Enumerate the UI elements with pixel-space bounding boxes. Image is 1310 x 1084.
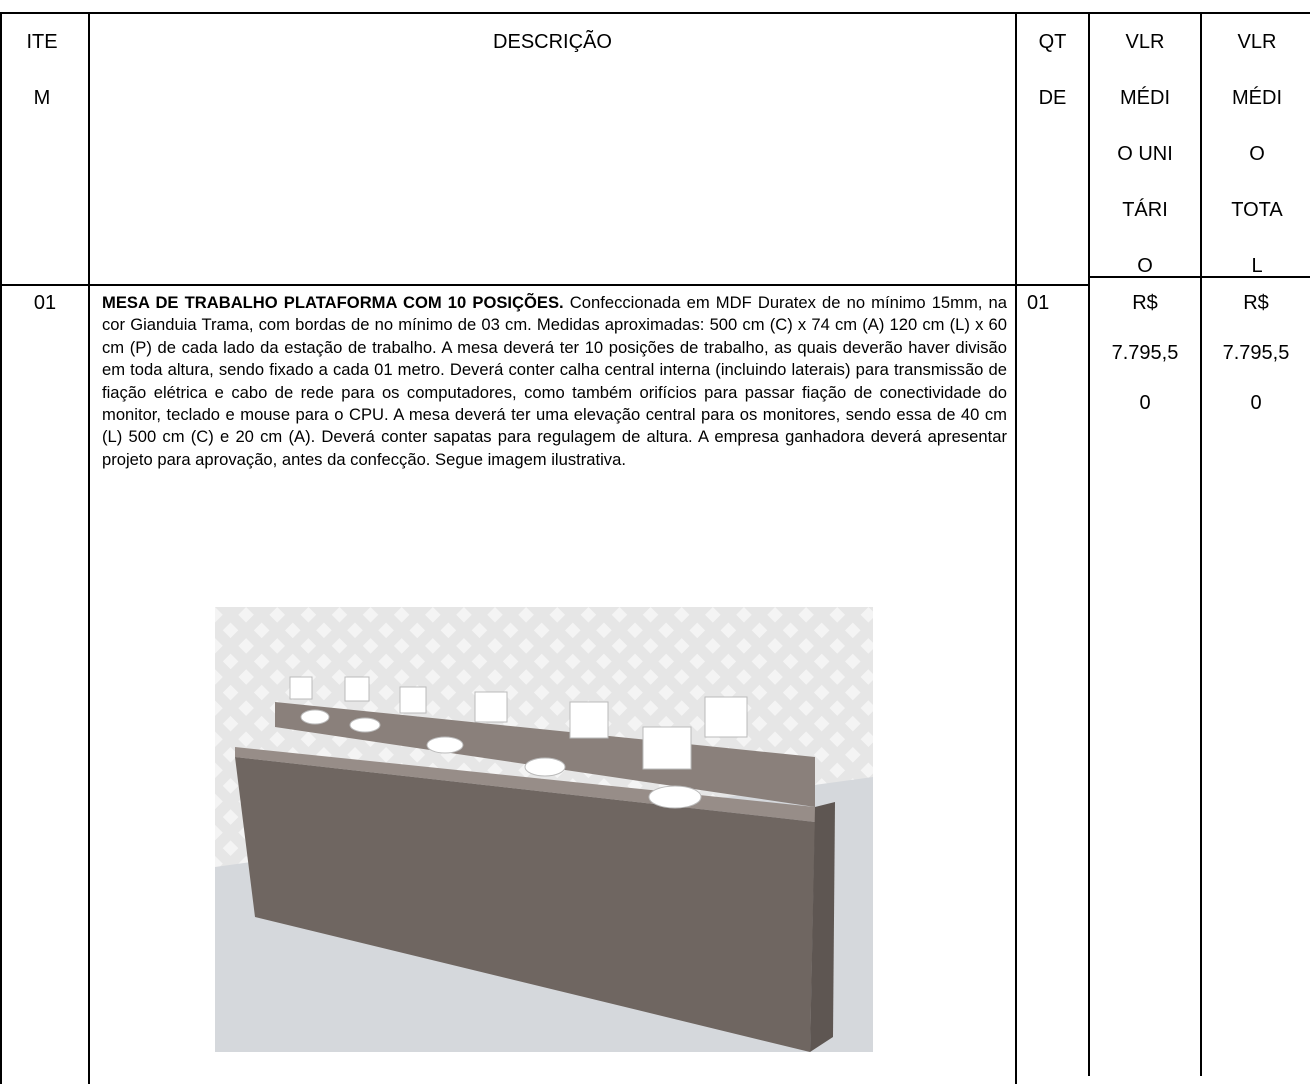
header-cell: DESCRIÇÃO [88, 12, 1015, 284]
unit-price: R$ 7.795,50 [1111, 292, 1179, 414]
header-cell: QTDE [1015, 12, 1088, 284]
page: ITEM DESCRIÇÃO QTDE VLR MÉDIO UNITÁRIO V… [0, 12, 1310, 1084]
item-title: MESA DE TRABALHO PLATAFORMA COM 10 POSIÇ… [102, 293, 564, 312]
cell: R$ 7.795,50 [1200, 276, 1310, 1076]
cell: 01 [1015, 284, 1088, 1084]
cell: MESA DE TRABALHO PLATAFORMA COM 10 POSIÇ… [88, 284, 1015, 1084]
item-description: Confeccionada em MDF Duratex de no mínim… [102, 293, 1007, 469]
header-cell: ITEM [0, 12, 88, 284]
illustration [215, 607, 873, 1052]
header-cell: VLR MÉDIO UNITÁRIO [1088, 12, 1200, 284]
table: ITEM DESCRIÇÃO QTDE VLR MÉDIO UNITÁRIO V… [0, 12, 1310, 1084]
item-number: 01 [33, 292, 57, 314]
header-text: DESCRIÇÃO [493, 31, 612, 53]
header-cell: VLR MÉDIO TOTAL [1200, 12, 1310, 284]
cell: 01 [0, 284, 88, 1084]
header-text: ITEM [26, 31, 58, 109]
header-text: VLR MÉDIO UNITÁRIO [1117, 31, 1173, 277]
total-price: R$ 7.795,50 [1222, 292, 1290, 414]
cell: R$ 7.795,50 [1088, 276, 1200, 1076]
quantity: 01 [1027, 292, 1050, 314]
header-text: VLR MÉDIO TOTAL [1231, 31, 1283, 277]
header-text: QTDE [1038, 31, 1067, 109]
